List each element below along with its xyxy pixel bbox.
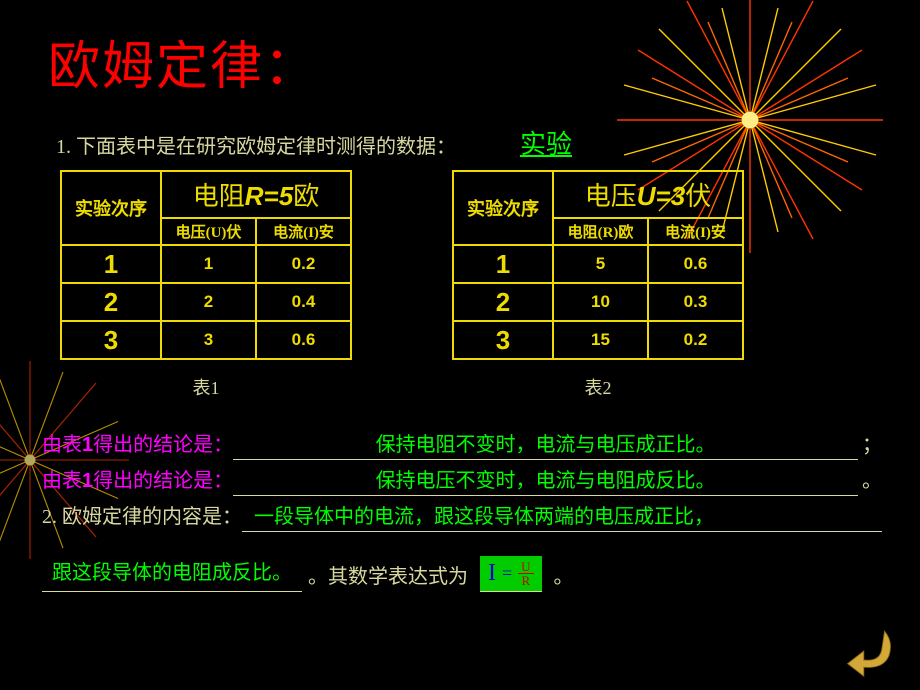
return-arrow-icon[interactable] — [844, 624, 898, 678]
conclusion2-answer: 保持电压不变时，电流与电阻成反比。 — [233, 464, 858, 496]
val-cell: 2 — [161, 283, 256, 321]
table-row: 3 3 0.6 — [61, 321, 351, 359]
q2-line2: 跟这段导体的电阻成反比。 。其数学表达式为 I = U R 。 — [42, 556, 882, 592]
seq-cell: 1 — [61, 245, 161, 283]
table1-caption: 表1 — [60, 374, 352, 400]
table2-main-header: 电压U=3伏 — [553, 171, 743, 218]
seq-cell: 2 — [453, 283, 553, 321]
conclusion2-tail: 。 — [862, 464, 882, 493]
val-cell: 0.2 — [256, 245, 351, 283]
table1-sub2: 电流(I)安 — [256, 218, 351, 245]
formula-eq: = — [502, 563, 512, 584]
val-cell: 0.6 — [648, 245, 743, 283]
q2-mid-text: 。其数学表达式为 — [308, 560, 468, 589]
formula-box: I = U R — [480, 556, 542, 592]
formula-denominator: R — [519, 574, 534, 587]
conclusion1-line: 由表1得出的结论是： 保持电阻不变时，电流与电压成正比。 ； — [42, 428, 882, 460]
q2-answer-part2: 跟这段导体的电阻成反比。 — [42, 556, 302, 592]
table-row: 2 2 0.4 — [61, 283, 351, 321]
table-row: 2 10 0.3 — [453, 283, 743, 321]
q2-label: 2. 欧姆定律的内容是： — [42, 500, 242, 529]
table2-sub1: 电阻(R)欧 — [553, 218, 648, 245]
page-title: 欧姆定律： — [48, 24, 318, 99]
conclusion2-label: 由表1得出的结论是： — [42, 464, 233, 493]
experiment-link[interactable]: 实验 — [520, 124, 572, 161]
conclusions-block: 由表1得出的结论是： 保持电阻不变时，电流与电压成正比。 ； 由表1得出的结论是… — [42, 428, 882, 500]
conclusion1-label: 由表1得出的结论是： — [42, 428, 233, 457]
q2-line1: 2. 欧姆定律的内容是： 一段导体中的电流，跟这段导体两端的电压成正比， — [42, 500, 882, 532]
formula-I: I — [488, 560, 496, 587]
val-cell: 10 — [553, 283, 648, 321]
table-row: 1 1 0.2 — [61, 245, 351, 283]
val-cell: 5 — [553, 245, 648, 283]
intro-text: 1. 下面表中是在研究欧姆定律时测得的数据： — [56, 130, 456, 159]
table2-sub2: 电流(I)安 — [648, 218, 743, 245]
val-cell: 0.4 — [256, 283, 351, 321]
val-cell: 3 — [161, 321, 256, 359]
seq-cell: 3 — [453, 321, 553, 359]
val-cell: 1 — [161, 245, 256, 283]
table2-caption: 表2 — [452, 374, 744, 400]
val-cell: 15 — [553, 321, 648, 359]
val-cell: 0.2 — [648, 321, 743, 359]
formula-fraction: U R — [518, 560, 533, 587]
seq-cell: 2 — [61, 283, 161, 321]
val-cell: 0.3 — [648, 283, 743, 321]
table2-wrapper: 实验次序 电压U=3伏 电阻(R)欧 电流(I)安 1 5 0.6 2 10 0… — [452, 170, 744, 400]
table1-main-header: 电阻R=5欧 — [161, 171, 351, 218]
conclusion1-answer: 保持电阻不变时，电流与电压成正比。 — [233, 428, 858, 460]
val-cell: 0.6 — [256, 321, 351, 359]
q2-answer-part1: 一段导体中的电流，跟这段导体两端的电压成正比， — [242, 500, 882, 532]
q2-tail: 。 — [554, 560, 574, 589]
table1-sub1: 电压(U)伏 — [161, 218, 256, 245]
conclusion2-line: 由表1得出的结论是： 保持电压不变时，电流与电阻成反比。 。 — [42, 464, 882, 496]
conclusion1-tail: ； — [862, 428, 882, 457]
table-row: 1 5 0.6 — [453, 245, 743, 283]
question2-block: 2. 欧姆定律的内容是： 一段导体中的电流，跟这段导体两端的电压成正比， 跟这段… — [42, 500, 882, 592]
table2: 实验次序 电压U=3伏 电阻(R)欧 电流(I)安 1 5 0.6 2 10 0… — [452, 170, 744, 360]
table1-wrapper: 实验次序 电阻R=5欧 电压(U)伏 电流(I)安 1 1 0.2 2 2 0.… — [60, 170, 352, 400]
table2-seq-header: 实验次序 — [453, 171, 553, 245]
table1: 实验次序 电阻R=5欧 电压(U)伏 电流(I)安 1 1 0.2 2 2 0.… — [60, 170, 352, 360]
seq-cell: 3 — [61, 321, 161, 359]
table-row: 3 15 0.2 — [453, 321, 743, 359]
formula-numerator: U — [518, 560, 533, 574]
seq-cell: 1 — [453, 245, 553, 283]
table1-seq-header: 实验次序 — [61, 171, 161, 245]
tables-container: 实验次序 电阻R=5欧 电压(U)伏 电流(I)安 1 1 0.2 2 2 0.… — [60, 170, 744, 400]
